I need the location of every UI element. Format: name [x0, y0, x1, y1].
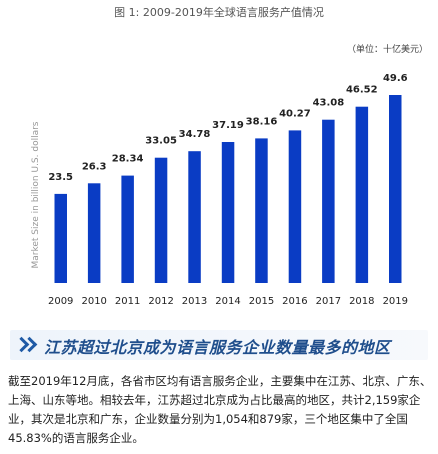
- value-label-2011: 28.34: [112, 154, 144, 165]
- bar-2018: [355, 106, 369, 283]
- bar-2016: [288, 130, 302, 283]
- value-label-2012: 33.05: [145, 136, 177, 147]
- x-tick-label: 2015: [249, 296, 274, 307]
- bar-2013: [188, 151, 201, 283]
- figure-title: 图 1: 2009-2019年全球语言服务产值情况: [114, 6, 324, 19]
- x-tick-label: 2013: [182, 296, 207, 307]
- bar-2015: [255, 138, 268, 283]
- x-tick-label: 2010: [81, 296, 106, 307]
- y-axis-label: Market Size in billion U.S. dollars: [31, 121, 41, 269]
- x-tick-label: 2018: [349, 296, 374, 307]
- bar-2010: [87, 183, 101, 283]
- value-label-2016: 40.27: [279, 108, 311, 119]
- section-heading: 江苏超过北京成为语言服务企业数量最多的地区: [44, 338, 391, 357]
- bar-2014: [221, 142, 235, 283]
- value-label-2018: 46.52: [346, 85, 378, 96]
- x-tick-label: 2016: [282, 296, 307, 307]
- bar-2011: [121, 175, 134, 283]
- value-label-2019: 49.6: [383, 73, 408, 84]
- bar-2012: [154, 157, 168, 283]
- bar-2017: [322, 119, 335, 283]
- x-tick-label: 2012: [148, 296, 173, 307]
- x-tick-label: 2009: [48, 296, 73, 307]
- unit-note: （单位：十亿美元）: [346, 45, 428, 55]
- value-label-2015: 38.16: [246, 116, 278, 127]
- value-label-2009: 23.5: [48, 172, 73, 183]
- value-label-2014: 37.19: [212, 120, 244, 131]
- x-tick-label: 2014: [215, 296, 240, 307]
- section-banner: 江苏超过北京成为语言服务企业数量最多的地区: [10, 330, 428, 360]
- body-paragraph: 截至2019年12月底，各省市区均有语言服务企业，主要集中在江苏、北京、广东、上…: [8, 374, 432, 445]
- value-label-2013: 34.78: [179, 129, 211, 140]
- value-label-2017: 43.08: [313, 98, 345, 109]
- x-tick-label: 2011: [115, 296, 140, 307]
- value-label-2010: 26.3: [82, 161, 107, 172]
- x-tick-label: 2019: [383, 296, 408, 307]
- bar-2009: [54, 193, 67, 283]
- bar-2019: [389, 95, 402, 283]
- x-tick-label: 2017: [316, 296, 341, 307]
